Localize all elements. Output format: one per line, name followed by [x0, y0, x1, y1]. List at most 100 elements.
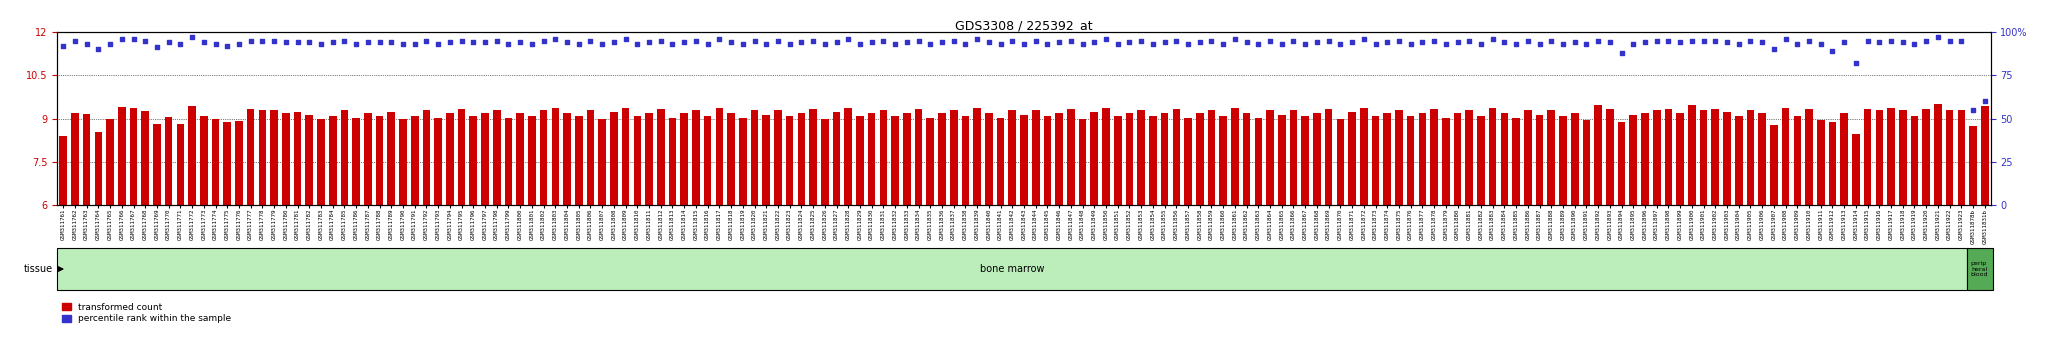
Bar	[692, 110, 700, 205]
Point	[1874, 38, 1907, 44]
Point	[1196, 38, 1229, 44]
Bar	[670, 118, 676, 205]
Bar	[541, 110, 547, 205]
Point	[1020, 38, 1053, 44]
Bar	[1360, 108, 1368, 205]
Bar	[752, 110, 758, 205]
Bar	[1864, 109, 1872, 205]
Point	[1407, 39, 1440, 45]
Bar	[1923, 109, 1929, 205]
Bar	[1184, 118, 1192, 205]
Point	[1042, 39, 1075, 45]
Point	[1653, 38, 1686, 44]
Point	[1524, 41, 1556, 47]
Text: perip
heral
blood: perip heral blood	[1970, 261, 1989, 277]
Bar	[412, 116, 418, 205]
Bar	[1032, 110, 1040, 205]
Point	[831, 36, 864, 42]
Bar	[926, 118, 934, 205]
Point	[938, 38, 971, 44]
Bar	[1255, 118, 1262, 205]
Point	[1055, 38, 1087, 44]
Bar	[1511, 118, 1520, 205]
Bar	[305, 115, 313, 205]
Point	[375, 39, 408, 45]
Point	[1171, 41, 1204, 47]
Bar	[1817, 120, 1825, 205]
Point	[1946, 38, 1978, 44]
Point	[819, 39, 852, 45]
Point	[1745, 39, 1778, 45]
Point	[1864, 39, 1896, 45]
Point	[715, 39, 748, 45]
Bar	[1126, 113, 1133, 205]
Point	[457, 39, 489, 45]
Bar	[446, 113, 455, 205]
Point	[1159, 38, 1192, 44]
Bar	[387, 112, 395, 205]
Point	[655, 41, 688, 47]
Point	[621, 41, 653, 47]
Bar	[1958, 110, 1966, 205]
Bar	[1665, 109, 1673, 205]
Bar	[1700, 110, 1708, 205]
Bar	[1933, 104, 1942, 205]
Point	[1206, 41, 1239, 47]
Point	[340, 41, 373, 47]
Bar	[1876, 110, 1884, 205]
Point	[1546, 41, 1579, 47]
Bar	[1079, 119, 1085, 205]
Point	[1184, 39, 1217, 45]
Bar	[1722, 112, 1731, 205]
Point	[797, 38, 829, 44]
Bar	[868, 113, 874, 205]
Bar	[1489, 108, 1497, 205]
Bar	[1266, 110, 1274, 205]
Bar	[1898, 110, 1907, 205]
Bar	[1888, 108, 1894, 205]
Bar	[1278, 115, 1286, 205]
Point	[692, 41, 725, 47]
Point	[809, 41, 842, 47]
Bar	[1677, 113, 1683, 205]
Point	[141, 45, 174, 50]
Point	[70, 41, 102, 47]
Point	[903, 38, 936, 44]
Bar	[283, 113, 289, 205]
Bar	[1688, 105, 1696, 205]
Bar	[1769, 125, 1778, 205]
Bar	[154, 124, 160, 205]
Bar	[164, 117, 172, 205]
Bar	[59, 136, 68, 205]
Point	[586, 41, 618, 47]
Bar	[973, 108, 981, 205]
Bar	[1325, 109, 1333, 205]
Bar	[715, 108, 723, 205]
Bar	[985, 113, 993, 205]
Point	[1618, 41, 1651, 47]
Point	[891, 39, 924, 45]
Point	[188, 39, 221, 45]
Bar	[1313, 113, 1321, 205]
Bar	[879, 110, 887, 205]
Bar	[797, 113, 805, 205]
Bar	[340, 110, 348, 205]
Bar	[106, 119, 115, 205]
Point	[481, 38, 514, 44]
Bar	[1174, 109, 1180, 205]
Bar	[1395, 110, 1403, 205]
Point	[1663, 39, 1696, 45]
Bar	[915, 109, 922, 205]
Point	[362, 39, 395, 45]
Point	[948, 41, 981, 47]
Point	[516, 41, 549, 47]
Point	[1640, 38, 1673, 44]
Point	[913, 41, 946, 47]
Point	[784, 39, 817, 45]
Bar	[1980, 107, 1989, 205]
Point	[1851, 38, 1884, 44]
Bar	[1524, 110, 1532, 205]
Point	[1102, 41, 1135, 47]
Bar	[223, 122, 231, 205]
Bar	[1501, 113, 1507, 205]
